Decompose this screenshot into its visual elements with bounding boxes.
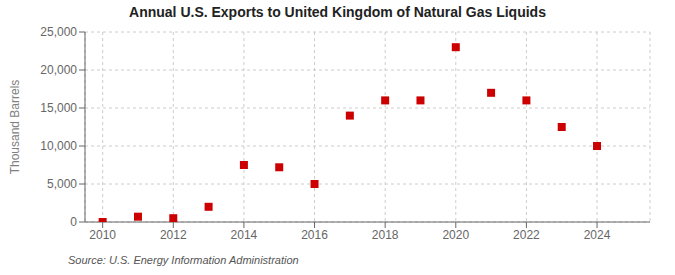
svg-text:2020: 2020: [442, 228, 469, 242]
svg-text:2010: 2010: [89, 228, 116, 242]
html-text:Annual U.S. Exports to United: Annual U.S. Exports to United Kingdom of…: [129, 4, 546, 20]
svg-text:2012: 2012: [160, 228, 187, 242]
svg-text:Thousand Barrels: Thousand Barrels: [8, 80, 22, 175]
svg-text:20,000: 20,000: [40, 63, 77, 77]
svg-text:2016: 2016: [301, 228, 328, 242]
svg-text:0: 0: [70, 215, 77, 229]
svg-text:10,000: 10,000: [40, 139, 77, 153]
svg-text:15,000: 15,000: [40, 101, 77, 115]
svg-text:25,000: 25,000: [40, 25, 77, 39]
svg-text:2018: 2018: [372, 228, 399, 242]
svg-text:2024: 2024: [584, 228, 611, 242]
html-text:Source: U.S. Energy Informatio: Source: U.S. Energy Information Administ…: [68, 254, 299, 266]
svg-text:2022: 2022: [513, 228, 540, 242]
svg-text:5,000: 5,000: [47, 177, 77, 191]
svg-text:2014: 2014: [231, 228, 258, 242]
